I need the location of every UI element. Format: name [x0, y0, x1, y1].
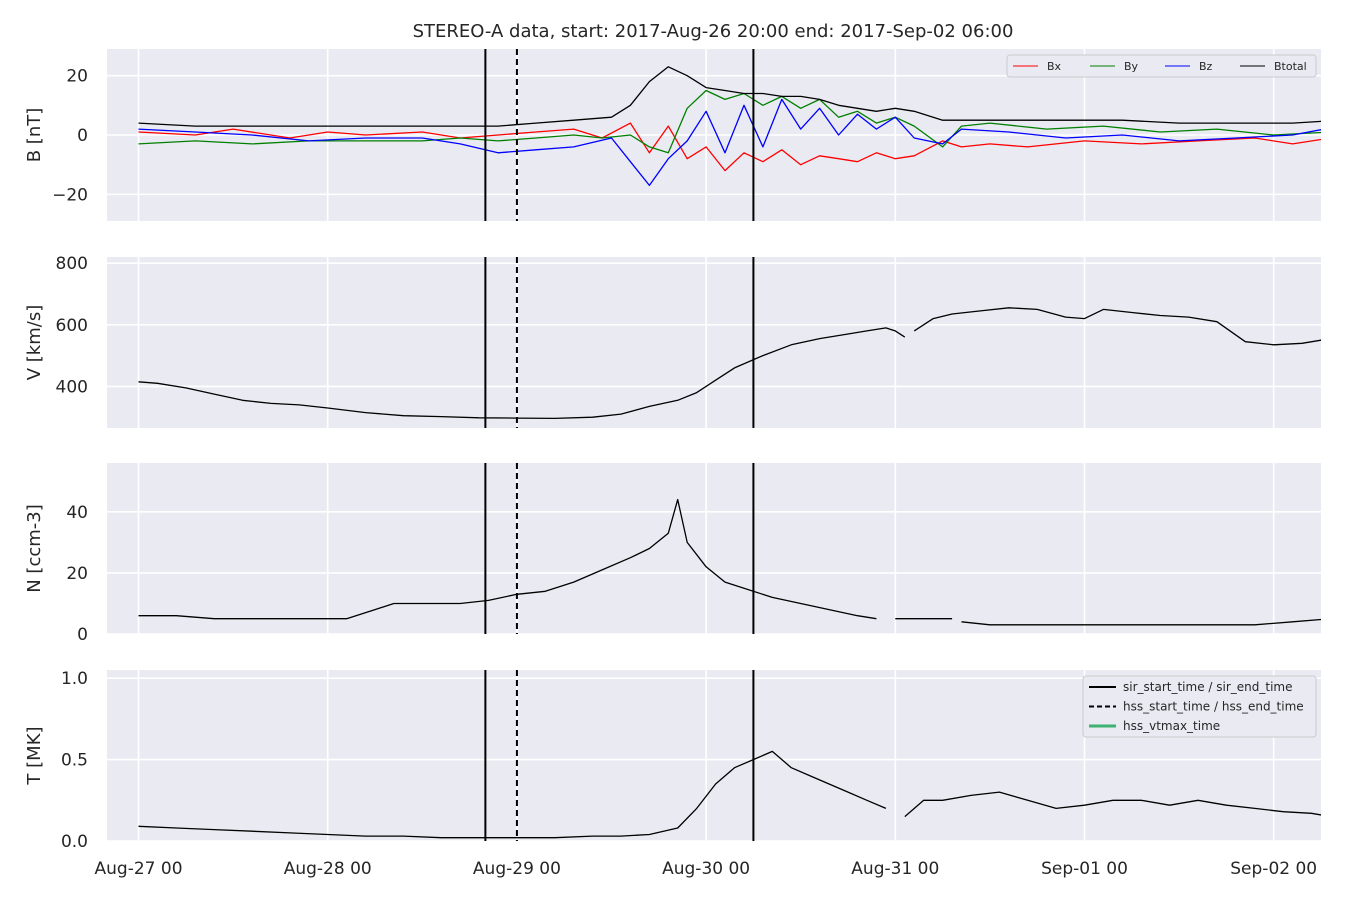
- series-group: [138, 750, 1321, 839]
- legend-label: By: [1124, 60, 1139, 73]
- series-line-by: [138, 89, 1321, 154]
- series-line-n: [961, 618, 1321, 626]
- y-tick-label: 40: [66, 503, 88, 523]
- panel-V: 400 600 800 V [km/s]: [24, 254, 1321, 428]
- panel-B: −20 0 20 B [nT] Bx By Bz Btotal: [24, 49, 1321, 221]
- legend-label: Bz: [1199, 60, 1213, 73]
- y-axis-label: N [ccm-3]: [24, 504, 45, 593]
- y-tick-label: 0.0: [61, 832, 88, 852]
- legend-label: hss_start_time / hss_end_time: [1123, 700, 1304, 714]
- y-axis-label: T [MK]: [24, 726, 45, 785]
- series-line-n: [138, 498, 877, 620]
- y-tick-label: 20: [66, 67, 88, 87]
- figure-title: STEREO-A data, start: 2017-Aug-26 20:00 …: [413, 21, 1014, 42]
- legend-label: Bx: [1047, 60, 1062, 73]
- y-axis-label: B [nT]: [24, 108, 45, 163]
- series-group: [138, 66, 1321, 187]
- x-tick-label: Sep-02 00: [1230, 859, 1317, 879]
- panel-N: 0 20 40 N [ccm-3]: [24, 463, 1321, 645]
- series-line-btotal: [138, 66, 1321, 127]
- y-tick-label: 1.0: [61, 669, 88, 689]
- y-tick-label: −20: [52, 185, 88, 205]
- x-tick-label: Aug-31 00: [851, 859, 939, 879]
- y-tick-label: 0.5: [61, 751, 88, 771]
- legend-label: sir_start_time / sir_end_time: [1123, 680, 1293, 694]
- series-line-t: [138, 750, 887, 839]
- series-line-bz: [138, 98, 1321, 187]
- x-axis: Aug-27 00 Aug-28 00 Aug-29 00 Aug-30 00 Aug-…: [95, 859, 1318, 879]
- plot-area-N: [107, 463, 1321, 634]
- y-tick-label: 0: [77, 126, 88, 146]
- y-tick-label: 0: [77, 625, 88, 645]
- y-axis-label: V [km/s]: [24, 305, 45, 380]
- x-tick-label: Aug-29 00: [473, 859, 561, 879]
- x-tick-label: Aug-27 00: [95, 859, 183, 879]
- series-line-v: [913, 307, 1321, 346]
- series-group: [138, 498, 1321, 626]
- y-tick-label: 600: [56, 316, 88, 336]
- y-tick-label: 800: [56, 254, 88, 274]
- series-line-v: [138, 327, 906, 420]
- series-line-bx: [138, 122, 1321, 172]
- legend-box: [1006, 54, 1317, 78]
- plot-area-V: [107, 257, 1321, 428]
- y-tick-label: 400: [56, 377, 88, 397]
- legend-label: hss_vtmax_time: [1123, 719, 1220, 733]
- x-tick-label: Sep-01 00: [1041, 859, 1128, 879]
- panel-T: 0.0 0.5 1.0 T [MK] sir_start_time / sir_end_…: [24, 669, 1321, 852]
- series-line-t: [904, 791, 1321, 818]
- legend-t: sir_start_time / sir_end_time hss_start_t…: [1082, 675, 1317, 738]
- x-tick-label: Aug-30 00: [662, 859, 750, 879]
- y-tick-label: 20: [66, 564, 88, 584]
- series-group: [138, 307, 1321, 420]
- legend-b: Bx By Bz Btotal: [1006, 54, 1317, 78]
- legend-box: [1082, 675, 1317, 738]
- legend-label: Btotal: [1274, 60, 1307, 73]
- x-tick-label: Aug-28 00: [284, 859, 372, 879]
